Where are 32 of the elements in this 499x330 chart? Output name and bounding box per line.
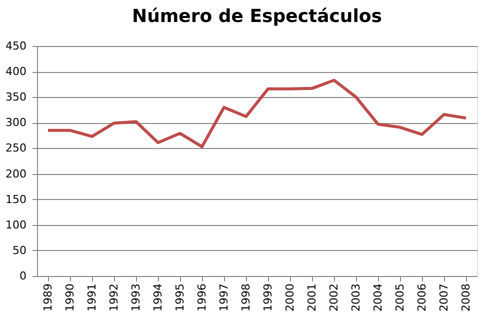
x-tick-label: 2005	[394, 284, 406, 312]
y-tick-label: 300	[6, 116, 26, 130]
y-tick-label: 350	[6, 90, 26, 104]
x-tick-label: 1992	[108, 284, 120, 312]
y-tick-label: 150	[6, 192, 26, 206]
x-tick-label: 1995	[174, 284, 186, 312]
line-series	[46, 78, 468, 148]
y-tick-label: 200	[6, 167, 26, 180]
x-tick-label: 1991	[86, 284, 98, 312]
x-tick-label: 1990	[64, 284, 76, 312]
x-tick-label: 1999	[262, 284, 274, 312]
y-tick-label: 250	[6, 142, 26, 155]
y-tick-label: 450	[6, 40, 26, 52]
y-tick-label: 0	[20, 270, 26, 282]
x-tick-label: 1997	[218, 284, 230, 312]
x-tick-label: 1989	[42, 284, 54, 312]
y-tick-label: 100	[6, 218, 26, 232]
chart-title: Número de Espectáculos	[132, 6, 382, 27]
x-tick-label: 1994	[152, 284, 164, 312]
x-tick-label: 2006	[416, 284, 428, 312]
x-tick-label: 1996	[196, 284, 208, 312]
x-tick-label: 2000	[284, 284, 296, 312]
y-tick-label: 50	[12, 244, 26, 257]
x-tick-label: 2007	[438, 284, 450, 312]
x-tick-label: 1993	[130, 284, 142, 312]
x-tick-label: 2003	[350, 284, 362, 312]
x-tick-label: 1998	[240, 284, 252, 312]
x-tick-label: 2008	[460, 284, 472, 312]
y-tick-label: 400	[6, 65, 26, 78]
x-tick-label: 2002	[328, 284, 340, 312]
x-tick-label: 2004	[372, 284, 384, 312]
x-tick-label: 2001	[306, 284, 318, 312]
